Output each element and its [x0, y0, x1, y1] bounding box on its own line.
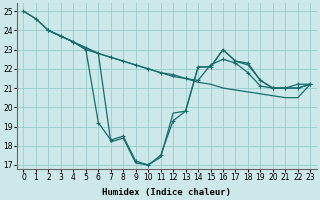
X-axis label: Humidex (Indice chaleur): Humidex (Indice chaleur) — [102, 188, 231, 197]
